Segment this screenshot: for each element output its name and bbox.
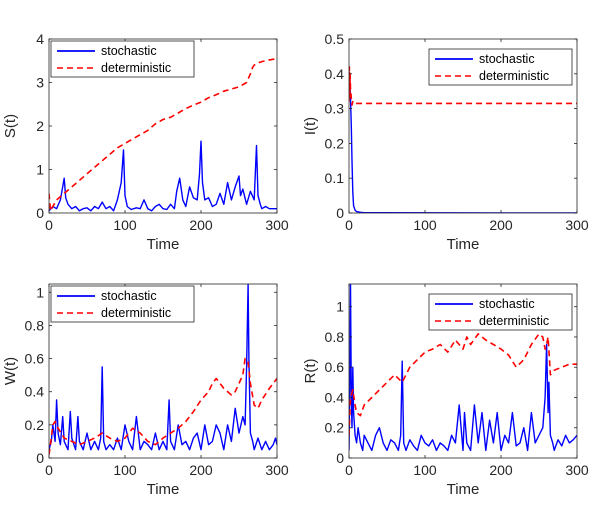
series-line-stochastic (49, 140, 277, 212)
x-tick-label: 0 (45, 217, 53, 233)
x-tick-label: 100 (413, 217, 437, 233)
series-line-stochastic (49, 284, 277, 451)
x-axis-label: Time (147, 236, 180, 253)
x-tick-label: 100 (113, 217, 137, 233)
x-tick-label: 200 (489, 217, 513, 233)
y-tick-label: 0.2 (325, 135, 345, 151)
y-tick-label: 1 (336, 299, 344, 315)
y-tick-label: 0.4 (325, 66, 345, 82)
legend: stochastic deterministic (428, 48, 573, 86)
y-tick-label: 3 (36, 75, 44, 91)
y-tick-label: 0.2 (325, 420, 345, 436)
series-line-stochastic (349, 284, 577, 452)
x-tick-label: 300 (265, 462, 289, 478)
y-tick-label: 0 (36, 450, 44, 466)
chart-panel-2: 0 100 200 300 0 0.1 0.2 0.3 0.4 0.5 Time I(t) stocha… (302, 31, 589, 253)
x-tick-label: 0 (45, 462, 53, 478)
x-tick-label: 0 (345, 217, 353, 233)
x-tick-label: 200 (189, 462, 213, 478)
x-tick-label: 300 (565, 462, 589, 478)
y-axis-label: S(t) (2, 114, 19, 138)
legend: stochastic deterministic (50, 40, 195, 78)
legend: stochastic deterministic (428, 293, 573, 331)
legend-box (428, 48, 573, 86)
y-axis-label: R(t) (302, 359, 319, 384)
legend-box (50, 40, 195, 78)
y-tick-label: 0 (336, 450, 344, 466)
x-tick-label: 300 (265, 217, 289, 233)
legend-box (50, 285, 195, 323)
y-tick-label: 0.8 (25, 317, 45, 333)
y-tick-label: 0.6 (25, 351, 45, 367)
y-tick-label: 0 (336, 205, 344, 221)
legend-label-stochastic: stochastic (101, 289, 157, 303)
legend-label-deterministic: deterministic (101, 61, 171, 75)
y-tick-label: 2 (36, 118, 44, 134)
chart-panel-1: 0 100 200 300 0 1 2 3 4 Time S(t) stochastic determi… (2, 31, 289, 253)
legend-label-deterministic: deterministic (101, 306, 171, 320)
y-tick-label: 0.6 (325, 359, 345, 375)
y-tick-label: 0.1 (325, 170, 345, 186)
y-tick-label: 0.5 (325, 31, 345, 47)
x-tick-label: 200 (489, 462, 513, 478)
x-tick-label: 0 (345, 462, 353, 478)
x-tick-label: 100 (413, 462, 437, 478)
x-axis-label: Time (147, 481, 180, 498)
series-line-deterministic (349, 66, 577, 106)
x-tick-label: 100 (113, 462, 137, 478)
y-tick-label: 1 (36, 162, 44, 178)
series-line-deterministic (349, 333, 577, 436)
legend-label-stochastic: stochastic (101, 44, 157, 58)
x-tick-label: 300 (565, 217, 589, 233)
chart-panel-3: 0 100 200 300 0 0.2 0.4 0.6 0.8 1 Time W(t) stochast… (2, 283, 289, 498)
axes-box (348, 283, 578, 459)
x-axis-label: Time (447, 481, 480, 498)
y-tick-label: 0 (36, 205, 44, 221)
x-tick-label: 200 (189, 217, 213, 233)
series-line-deterministic (49, 357, 277, 455)
legend: stochastic deterministic (50, 285, 195, 323)
y-tick-label: 4 (36, 31, 44, 47)
axes-box (48, 283, 278, 459)
legend-box (428, 293, 573, 331)
y-axis-label: W(t) (2, 357, 19, 385)
y-tick-label: 0.8 (325, 329, 345, 345)
y-axis-label: I(t) (302, 117, 319, 135)
y-tick-label: 1 (36, 284, 44, 300)
legend-label-stochastic: stochastic (479, 52, 535, 66)
legend-label-deterministic: deterministic (479, 314, 549, 328)
y-tick-label: 0.2 (25, 417, 45, 433)
axes-box (348, 38, 578, 214)
chart-panel-4: 0 100 200 300 0 0.2 0.4 0.6 0.8 1 Time R(t) stochast… (302, 283, 589, 498)
y-tick-label: 0.4 (25, 384, 45, 400)
legend-label-deterministic: deterministic (479, 69, 549, 83)
legend-label-stochastic: stochastic (479, 297, 535, 311)
x-axis-label: Time (447, 236, 480, 253)
y-tick-label: 0.3 (325, 101, 345, 117)
y-tick-label: 0.4 (325, 389, 345, 405)
